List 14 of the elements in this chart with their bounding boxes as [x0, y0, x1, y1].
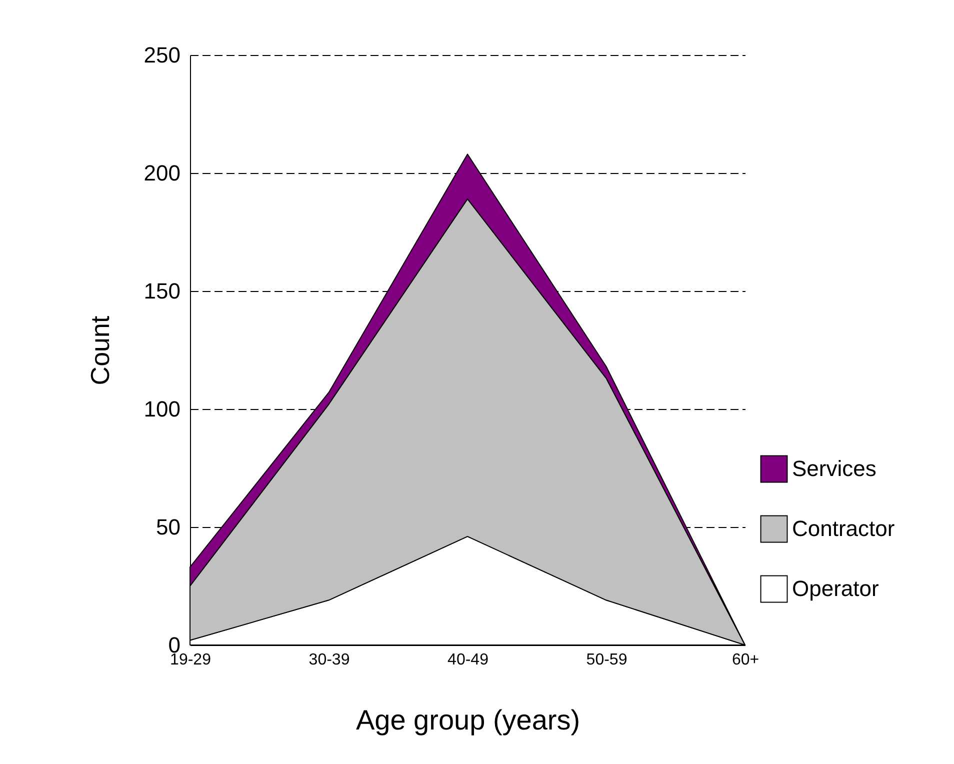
legend-label: Contractor: [792, 516, 895, 541]
x-axis-title: Age group (years): [356, 704, 580, 736]
y-tick-label: 250: [144, 42, 180, 68]
x-tick-label: 30-39: [308, 652, 350, 668]
x-tick-label: 40-49: [448, 652, 489, 668]
legend-label: Operator: [792, 576, 879, 601]
y-tick-label: 150: [144, 278, 180, 304]
y-tick-label: 100: [144, 396, 180, 422]
legend-label: Services: [792, 456, 876, 481]
y-tick-label: 200: [144, 160, 180, 186]
y-axis-title: Count: [84, 315, 115, 386]
x-tick-label: 50-59: [586, 652, 628, 668]
x-tick-label: 60+: [732, 652, 760, 668]
y-tick-label: 50: [156, 514, 180, 540]
